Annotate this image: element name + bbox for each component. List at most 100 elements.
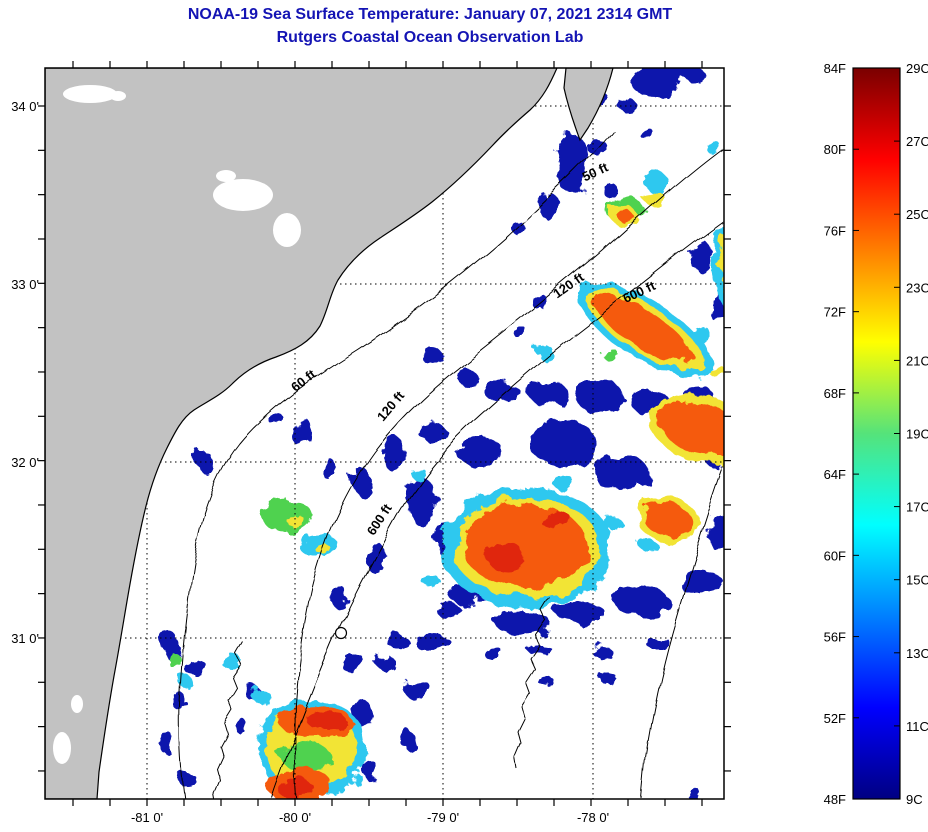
sst-patch-navy: [513, 224, 527, 236]
sst-patch-navy: [171, 691, 185, 709]
sst-patch-yellow: [718, 232, 764, 308]
sst-map-canvas: NOAA-19 Sea Surface Temperature: January…: [0, 0, 928, 832]
sst-patch-navy: [603, 182, 617, 198]
x-axis-label: -81 0': [131, 810, 163, 825]
sst-patch-navy: [387, 635, 409, 649]
sst-patch-cyan: [179, 676, 193, 688]
colorbar-label-f: 84F: [824, 61, 846, 76]
sst-patch-navy: [556, 601, 604, 623]
sst-patch-navy: [556, 135, 590, 195]
sst-patch-navy: [514, 325, 526, 339]
sst-patch-green: [600, 346, 616, 358]
colorbar-gradient: [853, 68, 900, 799]
sst-figure: NOAA-19 Sea Surface Temperature: January…: [0, 0, 928, 832]
sst-patch-cyan: [708, 144, 724, 156]
sst-patch-navy: [641, 129, 655, 141]
sst-patch-yellow: [287, 515, 305, 527]
sst-patch-cyan: [412, 469, 428, 481]
sst-patch-navy: [485, 381, 519, 403]
sst-patch-navy: [709, 510, 735, 554]
sst-patch-green: [262, 499, 312, 533]
sst-patch-navy: [368, 544, 388, 576]
colorbar-label-f: 76F: [824, 223, 846, 238]
sst-patch-navy: [381, 434, 403, 470]
colorbar-label-c: 27C: [906, 134, 928, 149]
sst-patch-cyan: [729, 90, 741, 100]
sst-patch-navy: [185, 659, 207, 677]
sst-patch-navy: [405, 679, 431, 701]
cloud-patch: [213, 179, 273, 211]
sst-patch-navy: [677, 571, 723, 593]
x-axis-label: -80 0': [279, 810, 311, 825]
buoy-marker-circle: [336, 628, 347, 639]
cloud-patch: [110, 91, 126, 101]
figure-title: NOAA-19 Sea Surface Temperature: January…: [188, 6, 673, 23]
sst-patch-navy: [494, 611, 550, 633]
sst-patch-red: [540, 511, 572, 529]
sst-patch-red: [485, 543, 525, 569]
sst-patch-navy: [485, 649, 505, 661]
cloud-patch: [53, 732, 71, 764]
colorbar-label-f: 68F: [824, 386, 846, 401]
colorbar-label-c: 23C: [906, 280, 928, 295]
sst-patch-cyan: [639, 539, 657, 551]
sst-patch-navy: [422, 349, 444, 365]
sst-patch-navy: [177, 771, 195, 785]
colorbar-label-c: 29C: [906, 61, 928, 76]
colorbar-label-c: 17C: [906, 500, 928, 515]
colorbar-label-f: 48F: [824, 792, 846, 807]
colorbar-label-f: 56F: [824, 630, 846, 645]
sst-patch-cyan: [552, 475, 574, 489]
colorbar-label-f: 60F: [824, 548, 846, 563]
sst-patch-navy: [746, 110, 758, 130]
sst-patch-navy: [616, 96, 634, 110]
sst-patch-yellow: [641, 189, 663, 203]
sst-patch-navy: [331, 587, 349, 609]
x-axis-label: -79 0': [427, 810, 459, 825]
colorbar-label-c: 13C: [906, 646, 928, 661]
sst-patch-navy: [401, 731, 415, 749]
sst-patch-navy: [601, 675, 619, 685]
colorbar-label-f: 80F: [824, 142, 846, 157]
y-axis-label: 33 0': [11, 277, 39, 292]
sst-patch-navy: [339, 653, 365, 671]
colorbar-label-f: 64F: [824, 467, 846, 482]
colorbar-label-c: 11C: [906, 719, 928, 734]
y-axis-label: 34 0': [11, 99, 39, 114]
figure-subtitle: Rutgers Coastal Ocean Observation Lab: [277, 29, 584, 46]
x-axis-label: -78 0': [577, 810, 609, 825]
sst-patch-orange: [727, 244, 761, 304]
sst-patch-navy: [614, 589, 670, 615]
y-axis-label: 31 0': [11, 631, 39, 646]
sst-patch-navy: [537, 675, 553, 685]
colorbar: 84F80F76F72F68F64F60F56F52F48F29C27C25C2…: [824, 61, 928, 807]
sst-patch-green: [166, 650, 178, 666]
cloud-patch: [63, 85, 117, 103]
sst-patch-navy: [678, 64, 702, 80]
colorbar-label-c: 9C: [906, 792, 923, 807]
sst-patch-navy: [158, 731, 174, 753]
sst-patch-cyan: [643, 173, 669, 191]
sst-patch-navy: [530, 419, 596, 467]
sst-patch-navy: [375, 655, 395, 669]
colorbar-label-f: 72F: [824, 305, 846, 320]
sst-patch-navy: [632, 65, 684, 99]
colorbar-label-f: 52F: [824, 711, 846, 726]
sst-patch-red: [306, 711, 346, 729]
y-axis-label: 32 0': [11, 455, 39, 470]
sst-patch-cyan: [253, 690, 271, 704]
colorbar-label-c: 15C: [906, 573, 928, 588]
sst-patch-navy: [270, 413, 284, 427]
sst-patch-navy: [414, 633, 450, 651]
sst-patch-navy: [234, 717, 246, 733]
sst-patch-navy: [362, 760, 378, 780]
sst-patch-cyan: [423, 576, 441, 588]
sst-patch-navy: [528, 379, 566, 405]
cloud-patch: [216, 170, 236, 182]
sst-patch-navy: [353, 468, 371, 496]
sst-patch-navy: [436, 602, 460, 618]
sst-patch-navy: [592, 454, 648, 490]
sst-patch-cyan: [536, 346, 554, 358]
sst-patch-navy: [576, 381, 624, 413]
sst-patch-navy: [418, 423, 446, 441]
